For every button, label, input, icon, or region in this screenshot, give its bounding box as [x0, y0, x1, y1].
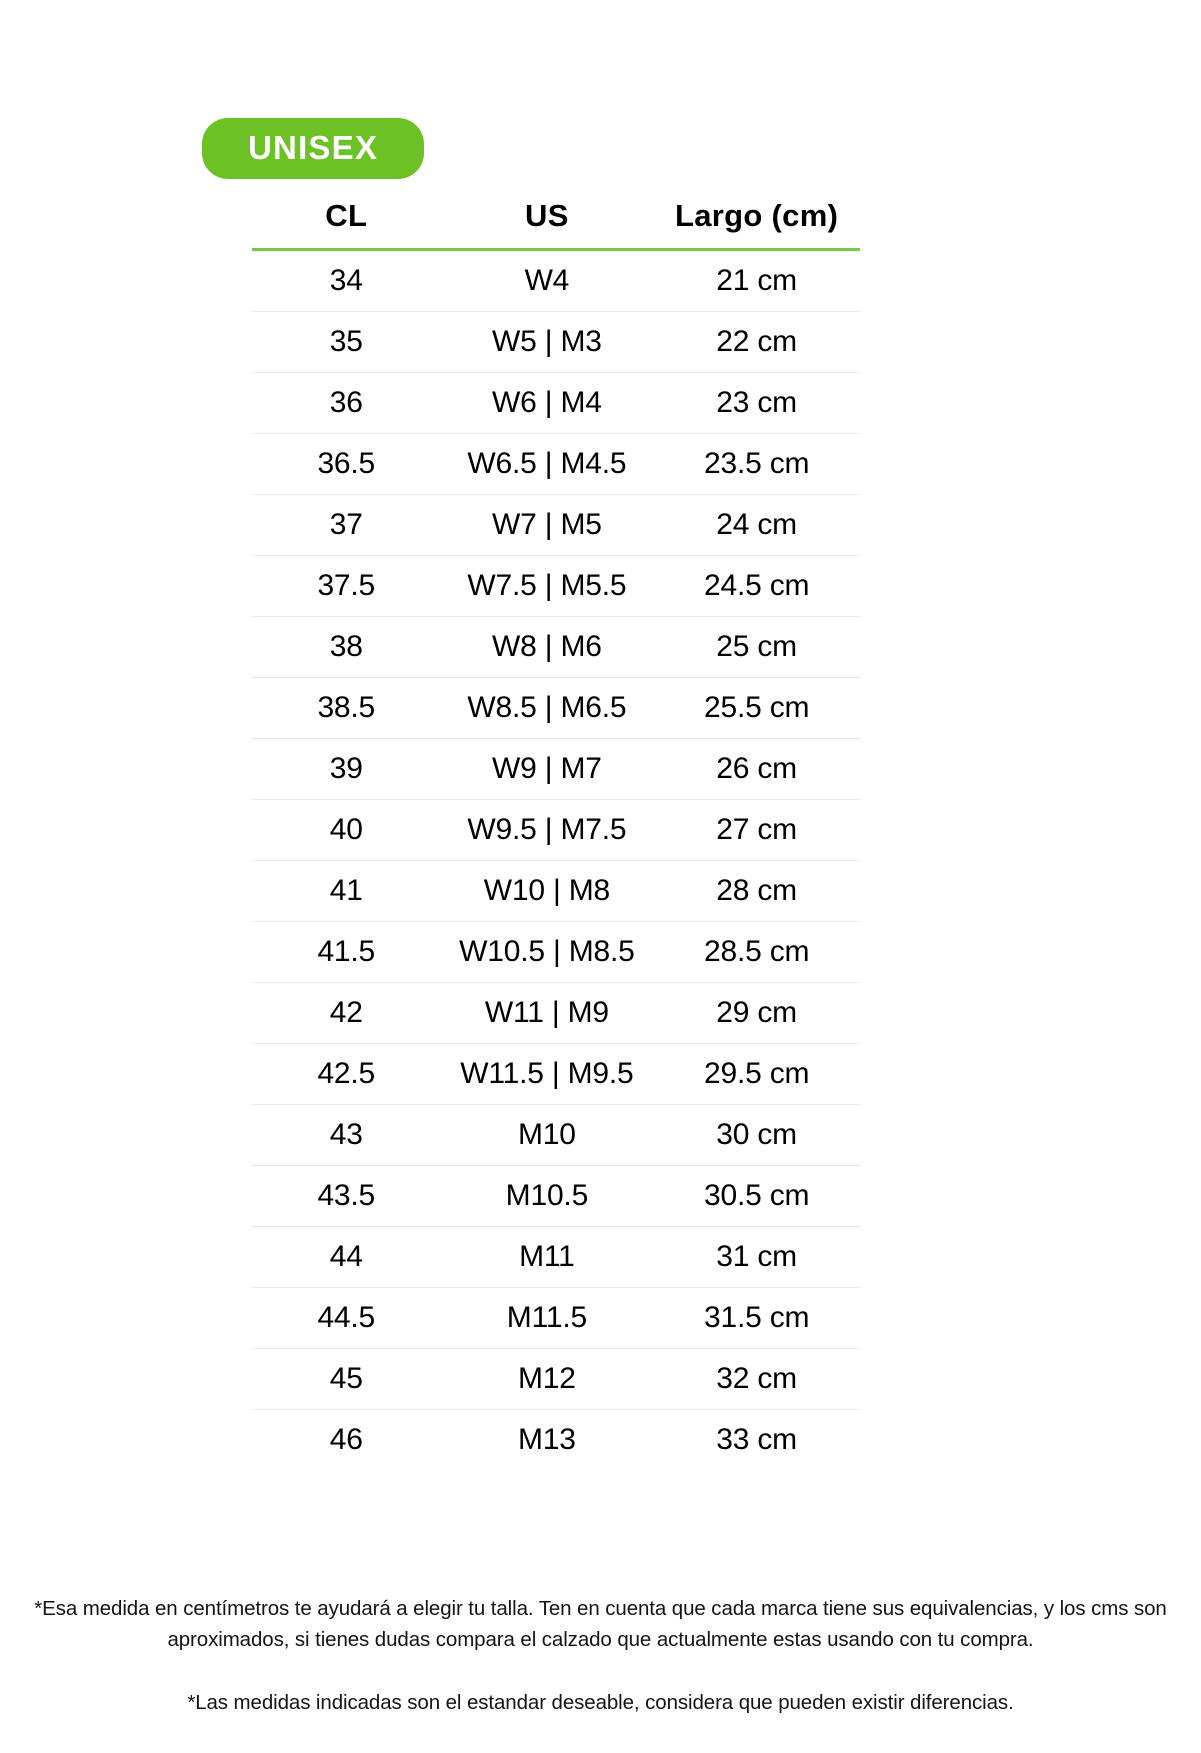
- cell-cl: 40: [252, 799, 441, 861]
- cell-cl: 37: [252, 494, 441, 556]
- table-row: 43 M10 30 cm: [252, 1104, 860, 1166]
- cell-cl: 35: [252, 311, 441, 373]
- cell-largo: 27 cm: [653, 799, 860, 861]
- cell-cl: 42.5: [252, 1043, 441, 1105]
- cell-us: W9 | M7: [440, 738, 654, 800]
- size-table-header: CL US Largo (cm): [252, 198, 860, 251]
- cell-largo: 31.5 cm: [653, 1287, 860, 1349]
- table-row: 35 W5 | M3 22 cm: [252, 311, 860, 373]
- cell-largo: 29.5 cm: [653, 1043, 860, 1105]
- cell-us: W9.5 | M7.5: [440, 799, 654, 861]
- table-row: 39 W9 | M7 26 cm: [252, 738, 860, 800]
- cell-cl: 36.5: [252, 433, 441, 495]
- table-row: 45 M12 32 cm: [252, 1348, 860, 1410]
- badge-container: UNISEX: [0, 118, 1201, 179]
- unisex-badge: UNISEX: [202, 118, 425, 179]
- cell-largo: 25.5 cm: [653, 677, 860, 739]
- cell-us: W7 | M5: [440, 494, 654, 556]
- cell-largo: 30.5 cm: [653, 1165, 860, 1227]
- cell-cl: 43: [252, 1104, 441, 1166]
- table-row: 36.5 W6.5 | M4.5 23.5 cm: [252, 433, 860, 495]
- table-row: 44 M11 31 cm: [252, 1226, 860, 1288]
- cell-cl: 44.5: [252, 1287, 441, 1349]
- footnotes-container: *Esa medida en centímetros te ayudará a …: [0, 1594, 1201, 1718]
- table-row: 34 W4 21 cm: [252, 249, 860, 312]
- table-row: 42.5 W11.5 | M9.5 29.5 cm: [252, 1043, 860, 1105]
- cell-cl: 46: [329, 1423, 363, 1456]
- table-row: 38 W8 | M6 25 cm: [252, 616, 860, 678]
- cell-largo: 32 cm: [653, 1348, 860, 1410]
- cell-us: W11.5 | M9.5: [440, 1043, 654, 1105]
- column-header-us: US: [440, 198, 654, 251]
- cell-largo: 25 cm: [653, 616, 860, 678]
- cell-us: M13: [517, 1423, 576, 1456]
- cell-us: W8 | M6: [440, 616, 654, 678]
- table-row: 44.5 M11.5 31.5 cm: [252, 1287, 860, 1349]
- size-table-body: 34 W4 21 cm 35 W5 | M3 22 cm 36 W6 | M4 23 cm 36.…: [252, 249, 860, 1471]
- cell-largo: 21 cm: [653, 249, 860, 312]
- cell-us: W10.5 | M8.5: [440, 921, 654, 983]
- cell-us: W10 | M8: [440, 860, 654, 922]
- table-row: 37 W7 | M5 24 cm: [252, 494, 860, 556]
- cell-cl: 43.5: [252, 1165, 441, 1227]
- cell-us: M11.5: [440, 1287, 654, 1349]
- cell-us: W7.5 | M5.5: [440, 555, 654, 617]
- cell-cl: 45: [252, 1348, 441, 1410]
- cell-cl: 38: [252, 616, 441, 678]
- footnote-measurement-help: *Esa medida en centímetros te ayudará a …: [34, 1597, 1167, 1651]
- cell-largo: 26 cm: [653, 738, 860, 800]
- cell-us: M10.5: [440, 1165, 654, 1227]
- table-row: 43.5 M10.5 30.5 cm: [252, 1165, 860, 1227]
- cell-largo: 23.5 cm: [653, 433, 860, 495]
- cell-us: W11 | M9: [440, 982, 654, 1044]
- table-row: 41 W10 | M8 28 cm: [252, 860, 860, 922]
- cell-largo: 23 cm: [653, 372, 860, 434]
- cell-largo: 33 cm: [716, 1423, 797, 1456]
- cell-cl: 44: [252, 1226, 441, 1288]
- cell-cl: 38.5: [252, 677, 441, 739]
- cell-cl: 42: [252, 982, 441, 1044]
- cell-cl: 41.5: [252, 921, 441, 983]
- cell-largo: 24.5 cm: [653, 555, 860, 617]
- size-table-container: CL US Largo (cm) 34 W4 21 cm 35 W5 | M3 22 cm…: [252, 198, 860, 1470]
- header-row: CL US Largo (cm): [252, 198, 860, 251]
- cell-cl: 39: [252, 738, 441, 800]
- column-header-largo: Largo (cm): [653, 198, 860, 251]
- cell-largo: 30 cm: [653, 1104, 860, 1166]
- cell-us: M12: [440, 1348, 654, 1410]
- table-row: 46 M13 33 cm: [252, 1410, 860, 1471]
- cell-us: W5 | M3: [440, 311, 654, 373]
- cell-cl: 37.5: [252, 555, 441, 617]
- table-row: 40 W9.5 | M7.5 27 cm: [252, 799, 860, 861]
- cell-largo: 31 cm: [653, 1226, 860, 1288]
- cell-us: M10: [440, 1104, 654, 1166]
- cell-largo: 24 cm: [653, 494, 860, 556]
- cell-cl: 36: [252, 372, 441, 434]
- cell-largo: 28.5 cm: [653, 921, 860, 983]
- cell-us: W6 | M4: [440, 372, 654, 434]
- cell-us: W4: [440, 249, 654, 312]
- cell-cl: 41: [252, 860, 441, 922]
- cell-cl: 34: [252, 249, 441, 312]
- cell-largo: 29 cm: [653, 982, 860, 1044]
- table-row: 37.5 W7.5 | M5.5 24.5 cm: [252, 555, 860, 617]
- table-row: 38.5 W8.5 | M6.5 25.5 cm: [252, 677, 860, 739]
- table-row: 42 W11 | M9 29 cm: [252, 982, 860, 1044]
- footnote-standard-disclaimer: *Las medidas indicadas son el estandar d…: [187, 1690, 1014, 1714]
- table-row: 36 W6 | M4 23 cm: [252, 372, 860, 434]
- size-table: CL US Largo (cm) 34 W4 21 cm 35 W5 | M3 22 cm…: [252, 198, 860, 1470]
- table-row: 41.5 W10.5 | M8.5 28.5 cm: [252, 921, 860, 983]
- cell-us: W6.5 | M4.5: [440, 433, 654, 495]
- cell-us: M11: [440, 1226, 654, 1288]
- cell-us: W8.5 | M6.5: [440, 677, 654, 739]
- cell-largo: 28 cm: [653, 860, 860, 922]
- column-header-cl: CL: [252, 198, 441, 251]
- cell-largo: 22 cm: [653, 311, 860, 373]
